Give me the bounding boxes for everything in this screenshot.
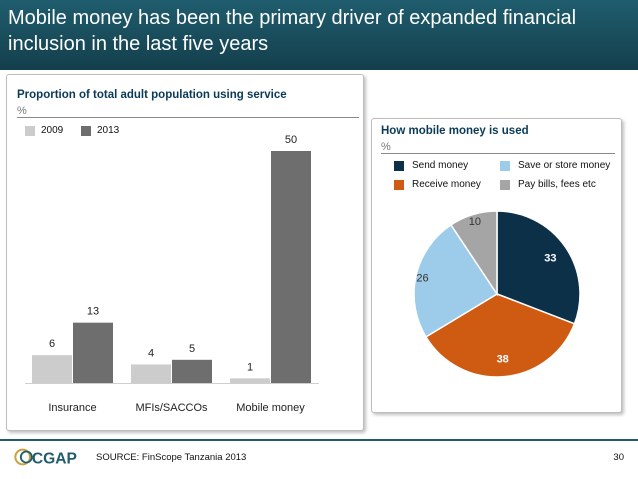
- bar-chart-panel: Proportion of total adult population usi…: [6, 74, 364, 431]
- pie-slice-send-money: [496, 210, 581, 325]
- bar-chart-separator: [17, 117, 359, 118]
- legend-swatch-save-money: [500, 161, 510, 171]
- pie-value-label: 33: [544, 252, 556, 264]
- bar-value-label: 13: [87, 306, 99, 318]
- bar-insurance-2013: [73, 322, 113, 383]
- legend-label-pay-bills: Pay bills, fees etc: [518, 179, 596, 190]
- bar-chart-unit: %: [17, 105, 27, 117]
- category-label: MFIs/SACCOs: [135, 402, 208, 414]
- bar-chart-title: Proportion of total adult population usi…: [17, 89, 287, 101]
- legend-swatch-2013: [81, 126, 91, 136]
- pie-slice-save-or-store-money: [413, 223, 499, 338]
- title-bar: Mobile money has been the primary driver…: [0, 0, 638, 70]
- legend-label-receive-money: Receive money: [412, 179, 481, 190]
- pie-chart-unit: %: [381, 141, 391, 153]
- logo-ring-icon: [14, 448, 32, 466]
- bar-insurance-2009: [32, 355, 72, 383]
- pie-slice-pay-bills-fees-etc: [449, 210, 498, 297]
- pie-chart-title: How mobile money is used: [381, 125, 529, 137]
- bar-chart: 6 13 Insurance 4 5 MFIs/SACCOs 1 50 Mobile money: [25, 134, 319, 414]
- legend-swatch-send-money: [394, 161, 404, 171]
- bar-value-label: 1: [247, 361, 253, 373]
- bar-value-label: 6: [49, 338, 55, 350]
- legend-label-2009: 2009: [41, 125, 64, 136]
- bar-value-label: 4: [148, 347, 154, 359]
- pie-value-label: 26: [416, 272, 428, 284]
- category-label: Mobile money: [236, 402, 305, 414]
- page-number: 30: [613, 452, 624, 463]
- category-label: Insurance: [48, 402, 96, 414]
- bar-value-label: 5: [189, 343, 195, 355]
- bar-value-label: 50: [285, 134, 297, 146]
- logo-ring-icon-2: [19, 450, 33, 464]
- bar-mobile-money-2013: [271, 151, 311, 383]
- legend-label-save-money: Save or store money: [518, 160, 611, 171]
- legend-label-send-money: Send money: [412, 160, 469, 171]
- slide-title: Mobile money has been the primary driver…: [8, 7, 577, 55]
- pie-chart: 33 38 26 10: [413, 210, 581, 378]
- pie-chart-separator: [381, 153, 615, 154]
- legend-swatch-2009: [25, 126, 35, 136]
- pie-chart-panel: How mobile money is used % Send money Sa…: [371, 118, 622, 413]
- pie-value-label: 38: [497, 353, 509, 365]
- footer-divider: [0, 439, 638, 441]
- legend-swatch-receive-money: [394, 180, 404, 190]
- bar-mfis-saccos-2009: [131, 364, 171, 383]
- bar-mfis-saccos-2013: [172, 359, 212, 383]
- cgap-logo: CGAP: [14, 448, 77, 467]
- bar-mobile-money-2009: [230, 378, 270, 383]
- legend-label-2013: 2013: [97, 125, 120, 136]
- pie-value-label: 10: [469, 216, 481, 228]
- legend-swatch-pay-bills: [500, 180, 510, 190]
- logo-text: CGAP: [32, 450, 77, 467]
- source-note: SOURCE: FinScope Tanzania 2013: [96, 452, 247, 463]
